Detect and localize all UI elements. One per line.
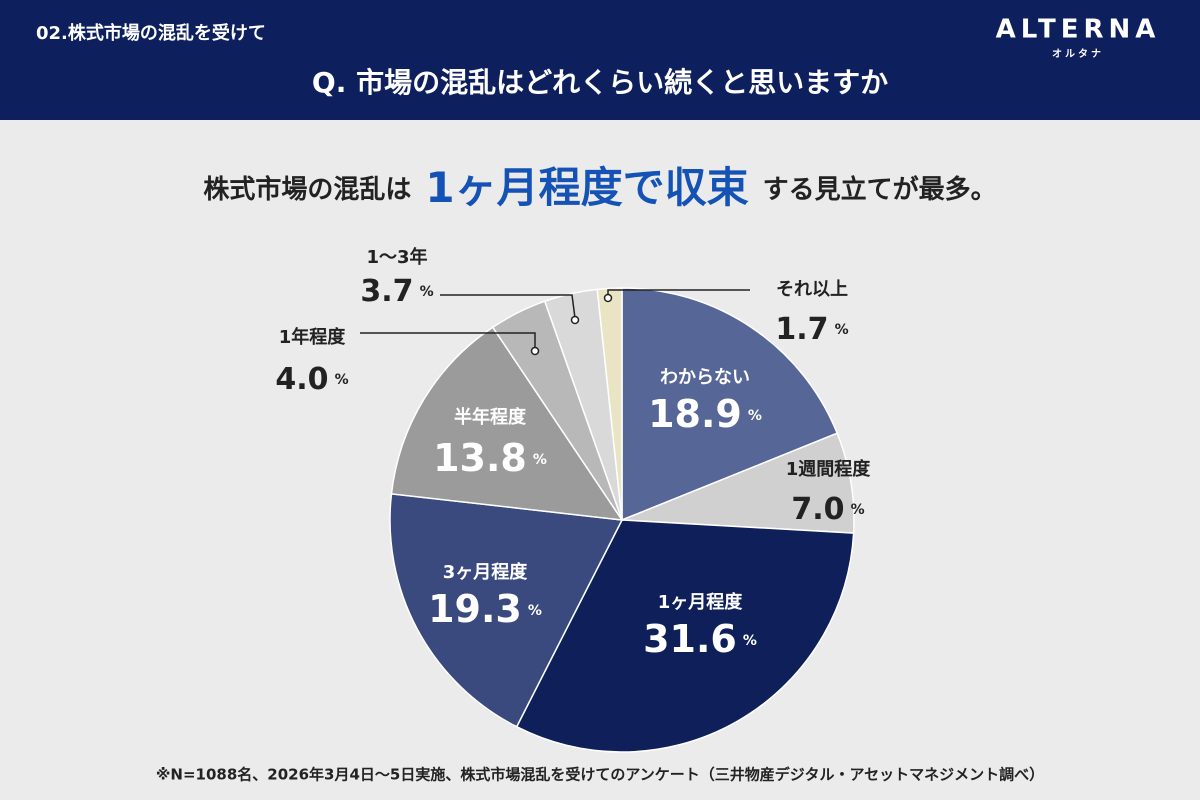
- pie-slice: [596, 287, 623, 521]
- value-label: 3.7%: [360, 274, 433, 309]
- question: Q. 市場の混乱はどれくらい続くと思いますか: [312, 66, 888, 99]
- category-label: 3ヶ月程度: [443, 561, 529, 583]
- category-label: 半年程度: [454, 406, 527, 428]
- value-label: 19.3%: [428, 587, 542, 631]
- value-number: 3.7: [360, 274, 413, 309]
- value-label: 13.8%: [433, 436, 547, 480]
- value-label: 1.7%: [775, 312, 848, 347]
- value-label: 18.9%: [648, 392, 762, 436]
- pie-slice: [390, 326, 624, 521]
- headline-highlight: 1ヶ月程度で収束: [425, 163, 748, 212]
- logo: ALTERNA: [996, 15, 1161, 45]
- value-unit: %: [420, 284, 434, 300]
- headline-text: する見立てが最多。: [763, 174, 997, 205]
- leader-line: [440, 294, 576, 319]
- value-unit: %: [743, 633, 757, 649]
- leader-dot: [570, 315, 580, 325]
- value-label: 31.6%: [643, 617, 757, 661]
- category-label: それ以上: [776, 279, 848, 300]
- section-title: 02.株式市場の混乱を受けて: [36, 22, 266, 44]
- value-unit: %: [748, 408, 762, 424]
- headline: 株式市場の混乱は 1ヶ月程度で収束 する見立てが最多。: [203, 163, 996, 212]
- value-number: 7.0: [791, 492, 844, 527]
- value-number: 31.6: [643, 617, 737, 661]
- value-label: 7.0%: [791, 492, 864, 527]
- headline-text: 株式市場の混乱は: [203, 174, 411, 205]
- value-unit: %: [851, 502, 865, 518]
- value-number: 18.9: [648, 392, 742, 436]
- value-unit: %: [335, 372, 349, 388]
- pie-slice: [515, 519, 855, 753]
- pie-slice: [621, 432, 855, 534]
- leader-line: [360, 332, 536, 349]
- value-number: 13.8: [433, 436, 527, 480]
- value-unit: %: [835, 322, 849, 338]
- value-number: 1.7: [775, 312, 828, 347]
- labels: わからない 18.9 % 1週間程度 7.0 % 1ヶ月程度 31.6 % 3ヶ月程度 19.3 % 半…: [275, 246, 871, 661]
- value-number: 4.0: [275, 362, 328, 397]
- leader-dot: [530, 346, 540, 356]
- category-label: わからない: [660, 367, 750, 388]
- category-label: 1週間程度: [786, 458, 872, 480]
- leader-dot: [603, 293, 613, 303]
- pie-slice: [389, 492, 624, 728]
- footnote: ※N=1088名、2026年3月4日〜5日実施、株式市場混乱を受けてのアンケート…: [156, 766, 1044, 784]
- category-label: 1年程度: [279, 326, 347, 348]
- value-unit: %: [533, 452, 547, 468]
- pie: [389, 287, 855, 753]
- header-band: [0, 0, 1200, 120]
- value-label: 4.0%: [275, 362, 348, 397]
- category-label: 1〜3年: [366, 246, 427, 268]
- value-number: 19.3: [428, 587, 522, 631]
- logo-kana: オルタナ: [1052, 48, 1104, 60]
- value-unit: %: [528, 603, 542, 619]
- category-label: 1ヶ月程度: [658, 591, 744, 613]
